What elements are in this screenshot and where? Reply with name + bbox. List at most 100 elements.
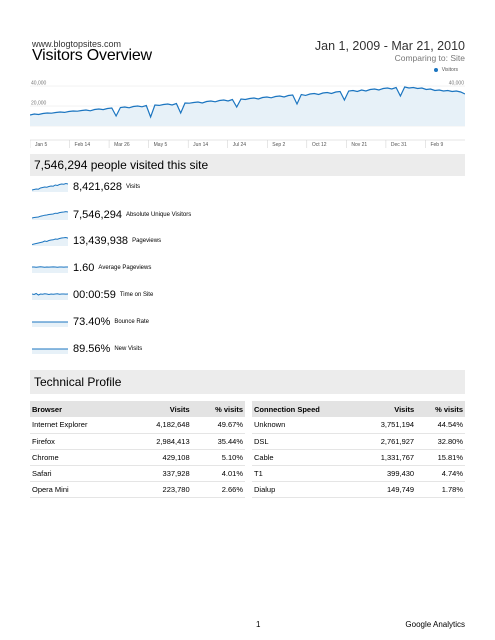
row-label[interactable]: Chrome	[30, 449, 130, 466]
date-range[interactable]: Jan 1, 2009 - Mar 21, 2010	[314, 39, 465, 53]
metric-value: 1.60	[73, 262, 95, 274]
row-label[interactable]: Cable	[252, 449, 359, 466]
row-label[interactable]: Internet Explorer	[30, 417, 130, 434]
row-label[interactable]: Safari	[30, 465, 130, 482]
sparkline-line	[32, 211, 68, 219]
x-tick-label: May 5	[154, 142, 168, 148]
row-label[interactable]: DSL	[252, 433, 359, 450]
row-pct-visits: 4.74%	[416, 465, 465, 482]
y-tick-label-left: 20,000	[31, 101, 47, 107]
site-url[interactable]: www.blogtopsites.com	[32, 39, 122, 49]
metric-row: 73.40% Bounce Rate	[32, 315, 149, 329]
sparkline-area	[32, 266, 68, 273]
row-label[interactable]: T1	[252, 465, 359, 482]
table-row: Opera Mini 223,780 2.66%	[30, 481, 245, 498]
row-pct-visits: 4.01%	[191, 465, 245, 482]
chart-legend: Visitors	[433, 67, 458, 73]
row-label[interactable]: Dialup	[252, 481, 359, 498]
table-row: Unknown 3,751,194 44.54%	[252, 417, 465, 434]
sparkline-area	[32, 322, 68, 327]
browser-table: Browser Visits % visits Internet Explore…	[30, 401, 245, 498]
row-pct-visits: 35.44%	[191, 433, 245, 450]
sparkline-area	[32, 183, 68, 192]
x-tick-label: Feb 9	[430, 142, 443, 148]
sparkline-area	[32, 293, 68, 300]
row-label[interactable]: Unknown	[252, 417, 359, 434]
table-row: Chrome 429,108 5.10%	[30, 449, 245, 466]
row-visits: 4,182,648	[129, 417, 192, 434]
col-pct-visits: % visits	[416, 401, 465, 417]
metric-row: 00:00:59 Time on Site	[32, 288, 153, 302]
table-row: Internet Explorer 4,182,648 49.67%	[30, 417, 245, 434]
row-pct-visits: 32.80%	[416, 433, 465, 450]
x-tick-label: Oct 12	[312, 142, 327, 148]
sparkline-line	[32, 182, 68, 191]
metric-label[interactable]: Visits	[125, 184, 141, 190]
metric-row: 7,546,294 Absolute Unique Visitors	[32, 208, 191, 222]
x-tick-label: Mar 26	[114, 142, 130, 148]
col-connection: Connection Speed	[252, 401, 359, 417]
metric-value: 00:00:59	[73, 289, 116, 301]
y-tick-label-left: 40,000	[31, 81, 47, 87]
metric-value: 73.40%	[73, 316, 111, 328]
sparkline-line	[32, 236, 68, 245]
row-pct-visits: 2.66%	[191, 481, 245, 498]
table-row: Dialup 149,749 1.78%	[252, 481, 465, 498]
metric-row: 13,439,938 Pageviews	[32, 234, 161, 248]
metric-label[interactable]: Pageviews	[132, 238, 162, 244]
sparkline-icon	[32, 348, 68, 354]
x-tick-label: Nov 21	[351, 142, 367, 148]
metric-value: 89.56%	[73, 343, 111, 355]
col-visits: Visits	[358, 401, 417, 417]
table-row: T1 399,430 4.74%	[252, 465, 465, 482]
metric-value: 13,439,938	[73, 235, 129, 247]
table-row: Firefox 2,984,413 35.44%	[30, 433, 245, 450]
row-visits: 2,761,927	[358, 433, 417, 450]
sparkline-area	[32, 237, 68, 246]
row-pct-visits: 44.54%	[416, 417, 465, 434]
x-tick-label: Sep 2	[272, 142, 285, 148]
row-visits: 337,928	[129, 465, 192, 482]
visitors-headline: 7,546,294 people visited this site	[34, 158, 209, 172]
visitors-summary-bar: 7,546,294 people visited this site	[30, 154, 465, 176]
sparkline-icon	[32, 211, 68, 220]
x-tick-label: Jan 5	[35, 142, 47, 148]
legend-label: Visitors	[441, 67, 458, 73]
row-visits: 399,430	[358, 465, 417, 482]
metric-row: 89.56% New Visits	[32, 342, 142, 356]
row-visits: 2,984,413	[129, 433, 192, 450]
metric-value: 7,546,294	[73, 209, 122, 221]
sparkline-icon	[32, 182, 68, 192]
sparkline-area	[32, 211, 68, 220]
row-visits: 223,780	[129, 481, 192, 498]
table-header-row: Browser Visits % visits	[30, 401, 245, 417]
col-pct-visits: % visits	[191, 401, 245, 417]
metric-label[interactable]: Bounce Rate	[114, 319, 150, 325]
metric-label[interactable]: Average Pageviews	[98, 265, 152, 271]
series-line-visitors	[30, 86, 465, 119]
metric-label[interactable]: New Visits	[114, 346, 143, 352]
technical-profile-bar: Technical Profile	[30, 370, 465, 394]
connection-table: Connection Speed Visits % visits Unknown…	[252, 401, 465, 498]
sparkline-icon	[32, 236, 68, 246]
row-pct-visits: 49.67%	[191, 417, 245, 434]
metric-label[interactable]: Time on Site	[119, 292, 154, 298]
x-tick-label: Jul 24	[233, 142, 247, 148]
row-pct-visits: 15.81%	[416, 449, 465, 466]
col-visits: Visits	[129, 401, 192, 417]
page-title: Visitors Overview	[32, 47, 152, 64]
series-area-visitors	[30, 87, 465, 126]
sparkline-area	[32, 349, 68, 354]
metric-label[interactable]: Absolute Unique Visitors	[125, 212, 192, 218]
sparkline-icon	[32, 321, 68, 327]
page-number: 1	[256, 620, 261, 629]
metric-value: 8,421,628	[73, 181, 122, 193]
row-visits: 149,749	[358, 481, 417, 498]
sparkline-icon	[32, 266, 68, 273]
row-label[interactable]: Firefox	[30, 433, 130, 450]
x-tick-label: Jun 14	[193, 142, 208, 148]
row-label[interactable]: Opera Mini	[30, 481, 130, 498]
legend-dot-icon	[433, 68, 438, 72]
row-visits: 429,108	[129, 449, 192, 466]
